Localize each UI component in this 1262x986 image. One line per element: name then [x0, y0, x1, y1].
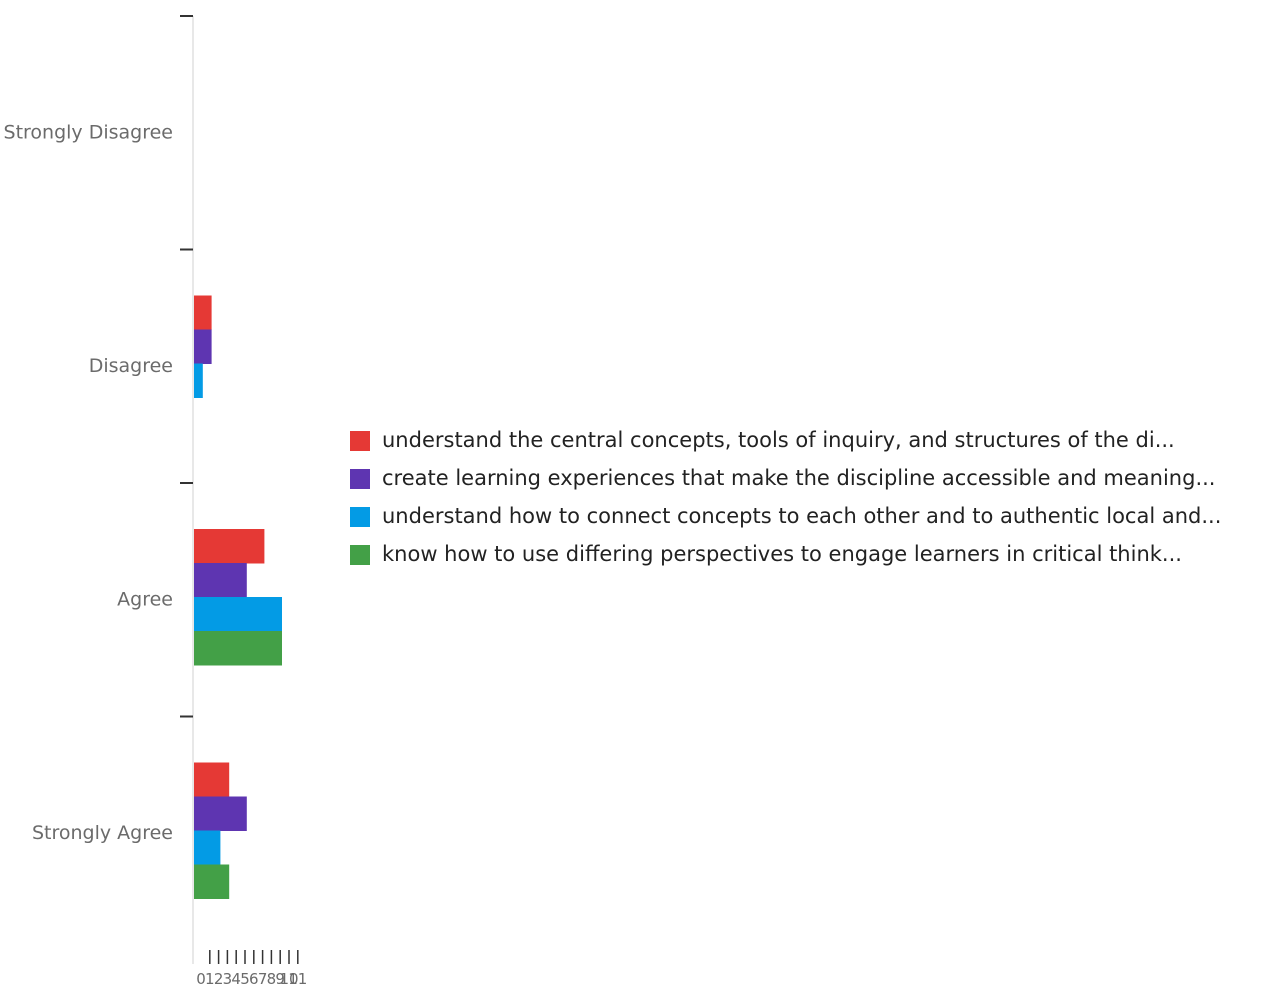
bar	[194, 563, 247, 598]
x-tick-label: 9	[275, 970, 285, 986]
x-tick-label: 10	[279, 970, 298, 986]
category-label: Strongly Disagree	[4, 121, 173, 143]
legend-label: know how to use differing perspectives t…	[382, 542, 1182, 566]
x-tick-label: 1	[205, 970, 215, 986]
x-tick-label: 4	[231, 970, 241, 986]
bar	[194, 796, 247, 831]
category-label: Strongly Agree	[32, 822, 173, 844]
x-tick-label: 5	[240, 970, 250, 986]
bar	[194, 864, 230, 899]
bar	[194, 529, 265, 564]
bar	[194, 830, 221, 865]
x-tick-label: 3	[223, 970, 233, 986]
chart-legend: understand the central concepts, tools o…	[350, 428, 1221, 566]
legend-label: understand how to connect concepts to ea…	[382, 504, 1221, 528]
legend-swatch	[350, 469, 370, 489]
category-label: Disagree	[89, 355, 173, 377]
category-label: Agree	[117, 588, 173, 610]
x-tick-label: 11	[288, 970, 307, 986]
bar	[194, 631, 282, 666]
bar	[194, 762, 230, 797]
bar	[194, 295, 212, 330]
category-labels: Strongly Disagree Disagree Agree Strongly A…	[4, 121, 173, 844]
bar	[194, 329, 212, 364]
bar	[194, 363, 203, 398]
legend-label: understand the central concepts, tools o…	[382, 428, 1175, 452]
chart-axes	[180, 15, 194, 964]
bar	[194, 597, 282, 632]
legend-swatch	[350, 431, 370, 451]
x-tick-label: 7	[258, 970, 268, 986]
x-tick-label: 2	[214, 970, 224, 986]
chart-bars	[194, 295, 282, 899]
legend-swatch	[350, 545, 370, 565]
x-tick-label: 8	[267, 970, 277, 986]
x-tick-label: 6	[249, 970, 259, 986]
legend-swatch	[350, 507, 370, 527]
x-tick-label: 0	[196, 970, 206, 986]
legend-label: create learning experiences that make th…	[382, 466, 1215, 490]
